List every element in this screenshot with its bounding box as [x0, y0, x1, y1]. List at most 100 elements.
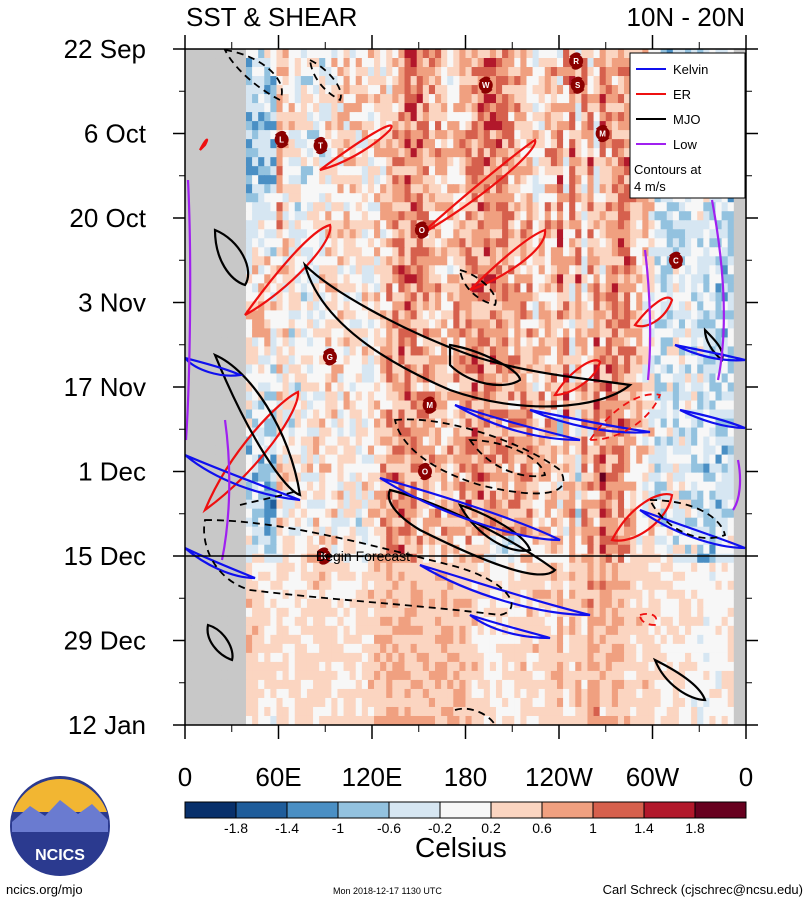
x-tick-label: 180: [444, 762, 487, 792]
storm-label: O: [419, 226, 425, 235]
storm-label: M: [426, 401, 433, 410]
contour-mjo: [302, 261, 633, 408]
storm-marker: W: [478, 76, 493, 94]
storm-label: C: [673, 256, 679, 265]
x-tick-label: 60E: [255, 762, 301, 792]
contour-kelvin: [529, 408, 651, 434]
contour-mjo: [206, 623, 234, 662]
colorbar-swatch: [541, 801, 594, 819]
footer-website: ncics.org/mjo: [6, 882, 83, 897]
colorbar-tick-label: -0.6: [377, 820, 401, 836]
contour-low: [710, 199, 726, 381]
storm-label: W: [482, 81, 490, 90]
contour-dashed: [648, 499, 727, 539]
storm-swirl: [274, 130, 289, 149]
storm-swirl: [418, 462, 432, 481]
storm-marker: R: [569, 52, 584, 70]
colorbar-swatch: [286, 801, 339, 819]
colorbar-swatch: [643, 801, 696, 819]
colorbar-tick-label: -1: [332, 820, 345, 836]
contour-kelvin: [674, 343, 746, 362]
contour-er: [610, 493, 674, 542]
storm-icon: [569, 54, 584, 69]
x-tick-label: 60W: [626, 762, 680, 792]
contour-kelvin: [419, 563, 591, 617]
contour-low: [185, 179, 192, 441]
storm-icon: [274, 132, 289, 147]
wind-shear-contours: [185, 49, 746, 725]
storm-marker: M: [422, 396, 437, 414]
colorbar-tick-label: -1.4: [275, 820, 299, 836]
colorbar-swatch: [694, 801, 747, 819]
chart-title: SST & SHEAR: [186, 2, 358, 32]
contour-dashed: [223, 49, 283, 102]
contour-dashed: [588, 393, 662, 441]
storm-swirl: [313, 136, 328, 155]
storm-swirl: [323, 348, 337, 366]
colorbar-swatch: [439, 801, 492, 819]
contour-mjo: [448, 343, 522, 387]
storm-icon: [322, 349, 337, 364]
storm-swirl: [595, 124, 610, 143]
contour-dashed: [468, 439, 547, 478]
colorbar-swatch: [490, 801, 543, 819]
colorbar-swatch: [337, 801, 390, 819]
contour-mjo: [652, 657, 707, 702]
contour-er: [633, 296, 674, 328]
contour-low: [220, 419, 231, 561]
contour-mjo: [212, 352, 302, 497]
colorbar-tick-label: 1.4: [634, 820, 654, 836]
storm-marker: T: [313, 136, 328, 155]
contour-er: [244, 223, 332, 316]
y-tick-label: 29 Dec: [64, 626, 146, 656]
contour-er: [419, 138, 537, 236]
y-tick-label: 22 Sep: [64, 34, 146, 64]
colorbar: -1.8 -1.4 -1 -0.6 -0.2 0.2 0.6 1 1.4 1.8: [184, 801, 747, 836]
y-tick-label: 6 Oct: [84, 119, 147, 149]
y-tick-label: 17 Nov: [64, 372, 146, 402]
colorbar-tick-label: -0.2: [428, 820, 452, 836]
storm-swirl: [422, 396, 437, 414]
storm-icon: [478, 78, 493, 93]
contour-kelvin: [639, 508, 746, 550]
storm-label: G: [327, 353, 333, 362]
legend-label: ER: [673, 87, 691, 102]
contour-mjo: [457, 503, 532, 552]
storm-swirl: [570, 76, 585, 94]
legend-label: Low: [673, 137, 697, 152]
colorbar-tick-label: 1: [589, 820, 597, 836]
colorbar-swatch: [388, 801, 441, 819]
storm-label: T: [318, 142, 323, 151]
storm-swirl: [415, 221, 429, 239]
y-axis: 22 Sep 6 Oct 20 Oct 3 Nov 17 Nov 1 Dec 15 Dec 2…: [64, 34, 758, 740]
x-tick-label: 0: [739, 762, 753, 792]
contour-dashed: [393, 418, 565, 495]
logo-sun-icon: [13, 779, 107, 812]
contour-kelvin: [185, 453, 301, 502]
logo-text: NCICS: [35, 847, 85, 864]
contour-dashed: [308, 58, 342, 102]
storm-markers: RSWMLTOCGMOK: [274, 52, 683, 565]
storm-label: M: [599, 130, 606, 139]
footer-timestamp: Mon 2018-12-17 1130 UTC: [333, 886, 442, 896]
y-tick-label: 15 Dec: [64, 541, 146, 571]
storm-icon: [422, 398, 437, 413]
storm-marker: G: [322, 348, 337, 366]
contour-dashed: [454, 707, 496, 725]
contour-kelvin: [469, 613, 551, 640]
contour-low: [732, 459, 742, 511]
y-tick-label: 1 Dec: [78, 457, 146, 487]
contour-kelvin: [185, 547, 256, 580]
storm-label: O: [422, 468, 428, 477]
contour-kelvin: [379, 476, 561, 542]
latitude-band-label: 10N - 20N: [626, 2, 746, 32]
colorbar-tick-label: -1.8: [224, 820, 248, 836]
contour-low: [643, 249, 652, 381]
legend: Kelvin ER MJO Low Contours at 4 m/s: [629, 52, 746, 199]
x-axis: 0 60E 120E 180 120W 60W 0: [178, 35, 753, 792]
storm-icon: [414, 223, 429, 238]
colorbar-tick-label: 1.8: [685, 820, 705, 836]
y-tick-label: 12 Jan: [68, 710, 146, 740]
storm-marker: M: [595, 124, 610, 143]
